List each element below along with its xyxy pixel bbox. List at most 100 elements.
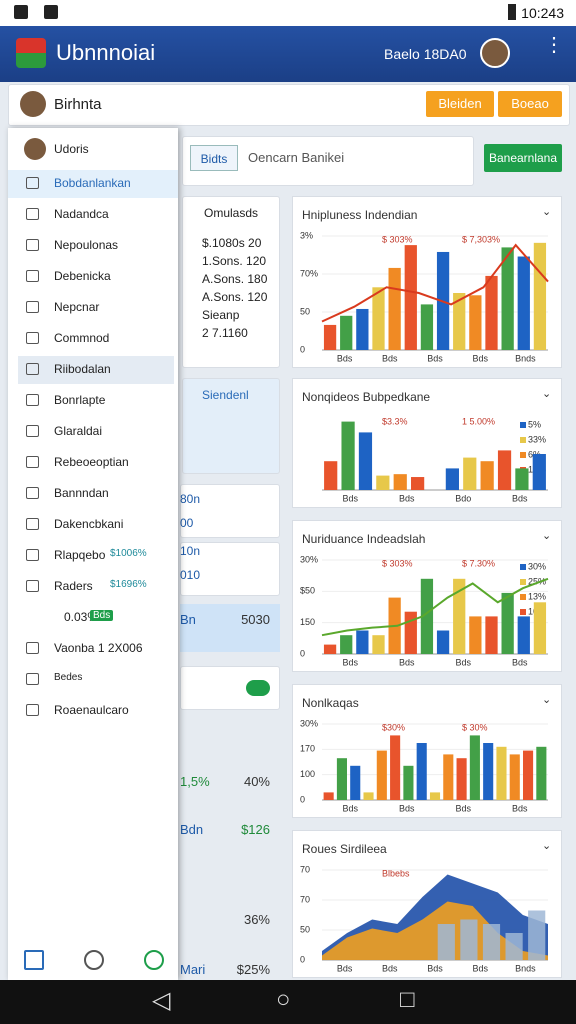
bar — [456, 758, 467, 800]
collapse-icon: ⌄ — [542, 530, 551, 542]
nav-icon[interactable] — [24, 950, 44, 970]
summary-row: A.Sons. 180 — [202, 272, 268, 286]
menu-item[interactable]: Riibodalan — [54, 362, 111, 376]
y-tick-label: 150 — [300, 617, 315, 627]
bar — [523, 750, 534, 800]
bar — [340, 315, 353, 350]
bar — [372, 287, 385, 350]
toggle[interactable] — [246, 680, 270, 696]
info-card-title: Siendenl — [202, 388, 249, 402]
summary-row: 1.Sons. 120 — [202, 254, 267, 268]
y-tick-label: 50 — [300, 924, 310, 934]
bar — [485, 275, 498, 350]
menu-item[interactable]: Nepcnar — [54, 300, 100, 314]
search-chip[interactable]: Bidts — [190, 145, 238, 171]
avatar — [24, 138, 46, 160]
orange-button[interactable]: Boeao — [498, 91, 562, 117]
side-label: Bdn — [180, 822, 204, 837]
bar — [358, 432, 373, 490]
menu-icon — [26, 704, 39, 716]
x-tick-label: Bds — [337, 963, 353, 973]
legend-label: 30% — [528, 561, 546, 571]
menu-icon — [26, 425, 39, 437]
bar — [501, 592, 514, 654]
bar — [323, 324, 337, 350]
legend-swatch — [520, 422, 526, 428]
bar — [416, 743, 427, 800]
annotation: $ 7,303% — [462, 234, 500, 244]
bar — [420, 304, 434, 350]
menu-item[interactable]: Roaenaulcaro — [54, 703, 129, 717]
menu-item[interactable]: 0.03% — [64, 610, 99, 624]
search-input[interactable]: Oencarn Banikei — [248, 150, 345, 165]
bar — [460, 919, 478, 960]
menu-icon — [26, 301, 39, 313]
menu-item[interactable]: Glaraldai — [54, 424, 103, 438]
menu-item[interactable]: Bobdanlankan — [54, 176, 131, 190]
app-logo — [16, 38, 46, 68]
system-button[interactable]: ◁ — [152, 987, 171, 1014]
menu-item[interactable]: Commnod — [54, 331, 110, 345]
x-tick-label: Bds — [337, 353, 353, 363]
bar — [437, 924, 455, 960]
side-label: 80n — [180, 492, 201, 506]
legend-label: 13% — [528, 591, 546, 601]
x-tick-label: Bds — [342, 657, 358, 667]
bar — [403, 765, 414, 800]
bar — [532, 454, 546, 490]
menu-icon — [26, 332, 39, 344]
nav-icon[interactable] — [84, 950, 104, 970]
menu-item[interactable]: Bonrlapte — [54, 393, 106, 407]
x-tick-label: Bds — [399, 657, 415, 667]
menu-item[interactable]: Debenicka — [54, 269, 111, 283]
menu-item[interactable]: Dakencbkani — [54, 517, 124, 531]
battery-icon — [508, 4, 516, 20]
system-button[interactable]: ○ — [276, 986, 291, 1013]
menu-badge: Bds — [90, 610, 114, 621]
menu-button[interactable]: ⋮ — [544, 35, 564, 64]
bar — [420, 578, 434, 654]
menu-item[interactable]: Bedes — [54, 672, 83, 683]
search-button[interactable]: Banearnlana — [484, 144, 562, 172]
bar — [443, 754, 454, 800]
bar — [509, 754, 520, 800]
menu-item[interactable]: Bannndan — [54, 486, 109, 500]
x-tick-label: Bds — [342, 493, 358, 503]
y-tick-label: 70 — [300, 894, 310, 904]
annotation: $ 303% — [382, 234, 413, 244]
y-tick-label: 70% — [300, 268, 318, 278]
bar — [505, 933, 523, 960]
bar — [533, 242, 547, 350]
menu-icon — [26, 580, 39, 592]
side-label: Mari — [180, 962, 206, 977]
bar — [436, 630, 450, 654]
menu-item[interactable]: Rlapqebo — [54, 548, 106, 562]
menu-item[interactable]: Nepoulonas — [54, 238, 119, 252]
legend-label: 5% — [528, 419, 541, 429]
orange-button[interactable]: Bleiden — [426, 91, 494, 117]
x-tick-label: Bds — [427, 963, 443, 973]
menu-badge: $1006% — [110, 548, 147, 559]
x-tick-label: Bdo — [455, 493, 471, 503]
bar — [485, 616, 498, 654]
menu-item[interactable]: Nadandca — [54, 207, 109, 221]
summary-row: Sieanp — [202, 308, 240, 322]
info-card — [182, 378, 280, 474]
chart-card: Nonlkaqas ⌄ 30% 170 100 0 Bds Bds Bds Bds $30% $ 30… — [292, 684, 562, 818]
x-tick-label: Bds — [455, 657, 471, 667]
bar — [356, 630, 369, 654]
menu-item[interactable]: Vaonba 1 2X006 — [54, 641, 143, 655]
bar — [340, 635, 353, 654]
bar — [404, 611, 417, 654]
avatar[interactable] — [480, 38, 510, 68]
menu-item[interactable]: Rebeoeoptian — [54, 455, 129, 469]
chart-title: Hnipluness Indendian — [302, 208, 417, 222]
y-tick-label: 170 — [300, 744, 315, 754]
side-band — [180, 604, 280, 652]
bar — [376, 750, 387, 800]
nav-icon[interactable] — [144, 950, 164, 970]
menu-item[interactable]: Raders — [54, 579, 93, 593]
bar — [515, 468, 529, 490]
system-button[interactable]: □ — [400, 986, 415, 1013]
legend-swatch — [520, 579, 526, 585]
